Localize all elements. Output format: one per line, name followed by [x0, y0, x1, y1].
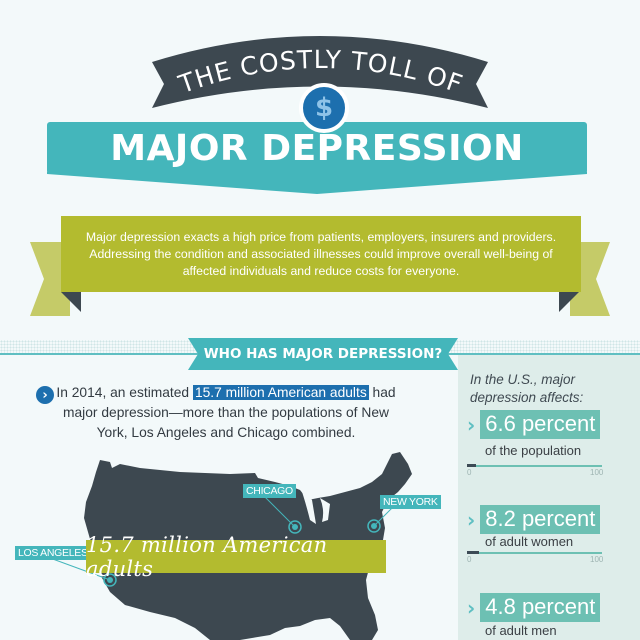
section-tag-shape: [188, 338, 458, 370]
dollar-sign: $: [314, 93, 334, 123]
city-label-new-york: NEW YORK: [380, 495, 441, 509]
main-banner-point: [47, 172, 587, 194]
section-title: WHO HAS MAJOR DEPRESSION?: [203, 346, 443, 362]
text-after: had major depression—more than the popul…: [63, 385, 396, 440]
intro-banner: Major depression exacts a high price fro…: [61, 216, 581, 292]
scale-bar: [467, 552, 602, 554]
scale-bar: [467, 465, 602, 467]
stat-label: of adult women: [485, 534, 574, 549]
stats-panel: [458, 355, 640, 640]
chevron-right-icon: ›: [467, 412, 476, 437]
scale-min: 0: [467, 555, 472, 564]
who-has-text: In 2014, an estimated 15.7 million Ameri…: [56, 383, 396, 443]
stat-population: › 6.6 percent: [467, 410, 601, 439]
stat-men: › 4.8 percent: [467, 593, 601, 622]
stat-label: of adult men: [485, 623, 557, 638]
stat-label: of the population: [485, 443, 582, 458]
scale-max: 100: [590, 555, 604, 564]
scale-bar-fill: [467, 551, 479, 554]
dollar-coin-icon: $: [299, 83, 349, 133]
stat-value: 4.8 percent: [480, 593, 601, 622]
chevron-circle-icon: ›: [36, 386, 54, 404]
arched-title-banner: THE COSTLY TOLL OF: [152, 36, 488, 108]
stats-intro: In the U.S., major depression affects:: [470, 372, 584, 405]
scale-bar-fill: [467, 464, 476, 467]
stat-women: › 8.2 percent: [467, 505, 601, 534]
chevron-right-icon: ›: [467, 595, 476, 620]
stat-value: 6.6 percent: [480, 410, 601, 439]
intro-banner-text: Major depression exacts a high price fro…: [85, 229, 557, 278]
map-banner: 15.7 million American adults: [86, 533, 386, 581]
stat-value: 8.2 percent: [480, 505, 601, 534]
scale-max: 100: [590, 468, 604, 477]
text-before: In 2014, an estimated: [56, 385, 193, 400]
city-label-chicago: CHICAGO: [243, 484, 296, 498]
city-label-los-angeles: LOS ANGELES: [15, 546, 91, 560]
scale-min: 0: [467, 468, 472, 477]
highlight-text: 15.7 million American adults: [192, 385, 369, 400]
main-title: MAJOR DEPRESSION: [110, 127, 524, 169]
chevron-right-icon: ›: [467, 507, 476, 532]
map-banner-text: 15.7 million American adults: [86, 532, 328, 581]
bullet-glyph: ›: [42, 387, 48, 403]
